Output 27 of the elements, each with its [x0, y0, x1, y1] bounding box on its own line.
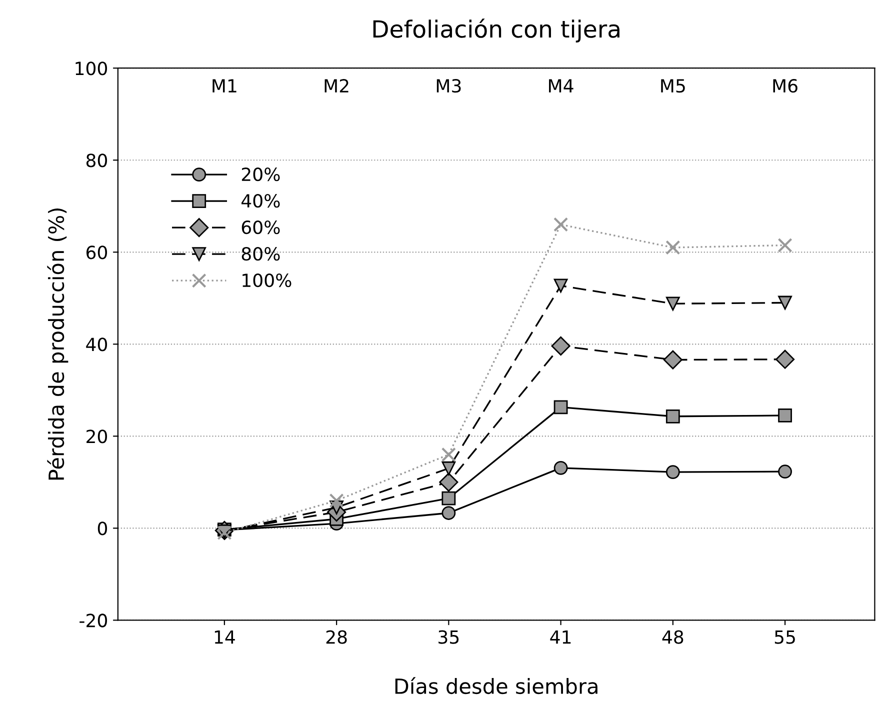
x-tick-label: 14 — [214, 630, 235, 644]
annotation: M1 — [212, 79, 236, 92]
y-tick-label: -20 — [80, 614, 107, 628]
legend-label: 20% — [242, 167, 280, 182]
annotation: M3 — [436, 79, 461, 93]
legend-label: 40% — [242, 194, 280, 208]
y-axis-title: Pérdida de producción (%) — [47, 208, 68, 480]
x-tick-label: 55 — [774, 630, 795, 644]
y-tick-label: 80 — [86, 154, 107, 168]
y-tick-label: 60 — [86, 246, 107, 260]
legend-label: 80% — [242, 247, 280, 261]
x-tick-label: 41 — [550, 630, 571, 644]
y-tick-label: 20 — [86, 430, 107, 444]
x-tick-label: 28 — [326, 630, 347, 644]
y-tick-label: 0 — [98, 522, 107, 536]
chart-title: Defoliación con tijera — [373, 18, 620, 42]
y-tick-label: 100 — [76, 62, 107, 76]
x-tick-label: 48 — [662, 630, 684, 644]
annotation: M2 — [324, 79, 348, 92]
legend-label: 60% — [242, 220, 280, 234]
annotation: M4 — [549, 79, 574, 92]
x-tick-label: 35 — [438, 630, 459, 644]
legend-label: 100% — [242, 274, 292, 288]
annotation: M6 — [773, 79, 798, 93]
annotation: M5 — [661, 79, 685, 93]
x-axis-title: Días desde siembra — [395, 677, 598, 694]
y-tick-label: 40 — [86, 338, 107, 352]
